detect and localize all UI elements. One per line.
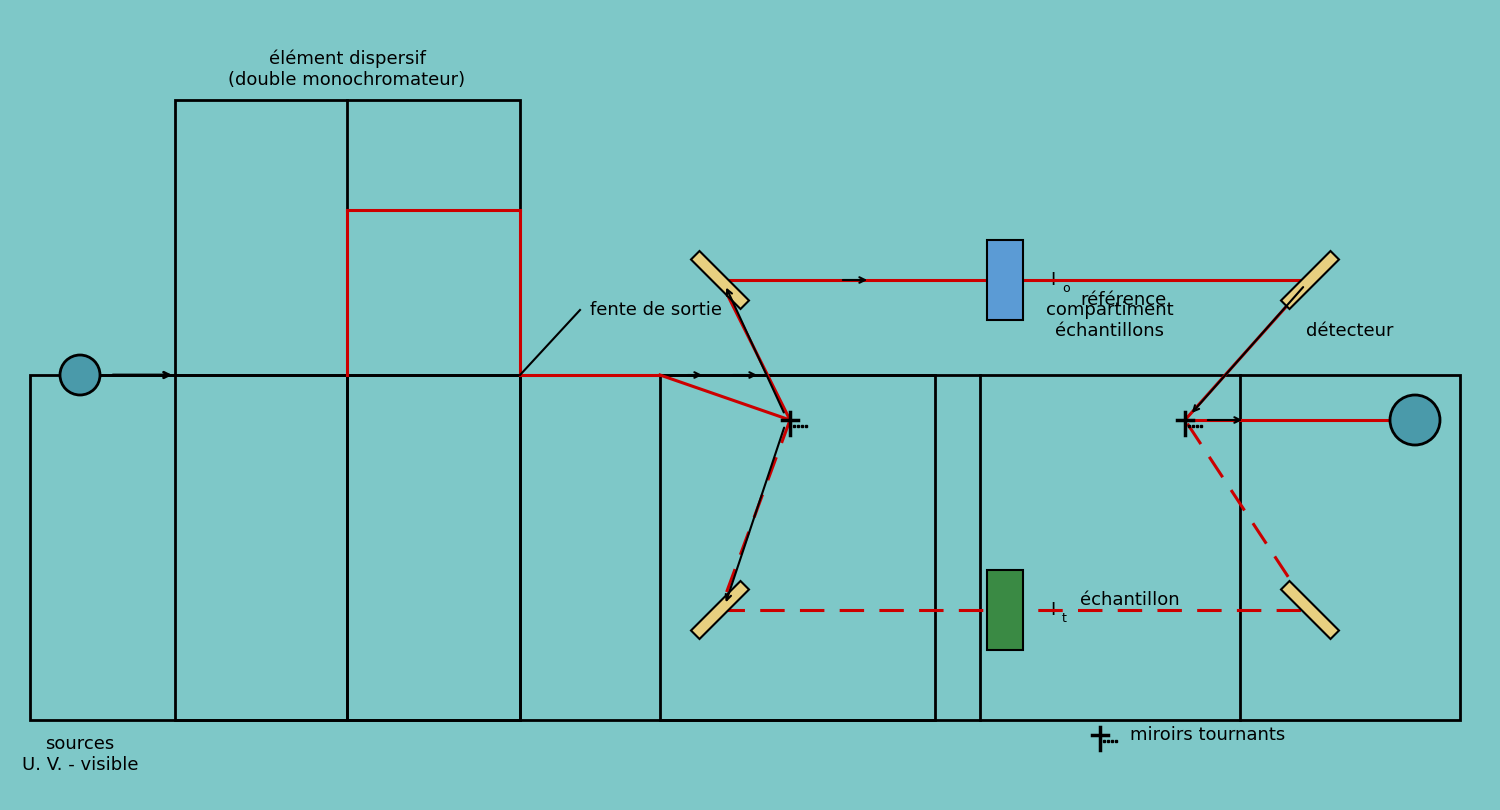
Text: détecteur: détecteur bbox=[1306, 322, 1394, 340]
Text: miroirs tournants: miroirs tournants bbox=[1130, 726, 1286, 744]
Ellipse shape bbox=[60, 355, 100, 395]
Bar bbox=[987, 240, 1023, 320]
Bar bbox=[176, 100, 520, 720]
Text: t: t bbox=[1062, 612, 1066, 625]
Text: o: o bbox=[1062, 282, 1070, 295]
Polygon shape bbox=[692, 251, 748, 309]
Text: I: I bbox=[1050, 271, 1056, 289]
Text: I: I bbox=[1050, 601, 1056, 619]
Bar bbox=[30, 375, 934, 720]
Ellipse shape bbox=[1390, 395, 1440, 445]
Text: compartiment
échantillons: compartiment échantillons bbox=[1046, 301, 1174, 340]
Polygon shape bbox=[692, 581, 748, 639]
Text: sources
U. V. - visible: sources U. V. - visible bbox=[21, 735, 138, 774]
Bar bbox=[987, 570, 1023, 650]
Polygon shape bbox=[1281, 251, 1340, 309]
Text: fente de sortie: fente de sortie bbox=[590, 301, 722, 319]
Text: échantillon: échantillon bbox=[1080, 591, 1179, 609]
Bar bbox=[660, 375, 1460, 720]
Polygon shape bbox=[1281, 581, 1340, 639]
Text: référence: référence bbox=[1080, 291, 1167, 309]
Text: élément dispersif
(double monochromateur): élément dispersif (double monochromateur… bbox=[228, 50, 465, 89]
